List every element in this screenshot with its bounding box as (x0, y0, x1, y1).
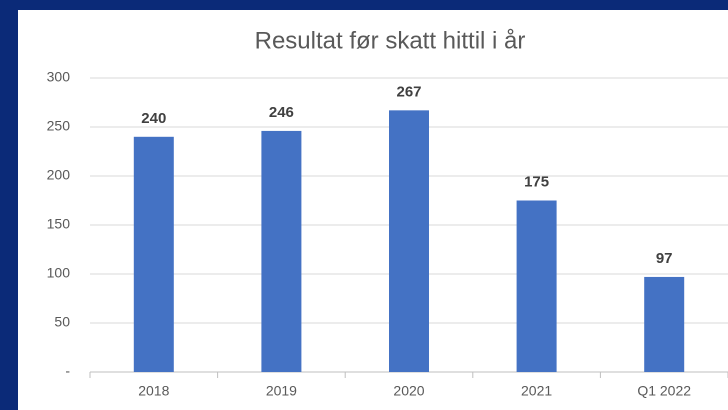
y-tick-label: 50 (54, 314, 70, 330)
y-tick-label: - (65, 363, 70, 379)
y-tick-label: 250 (47, 118, 71, 134)
value-label: 246 (269, 104, 294, 121)
chart-title: Resultat før skatt hittil i år (255, 27, 526, 54)
x-tick-label: Q1 2022 (637, 383, 691, 399)
value-label: 240 (141, 110, 166, 127)
y-tick-label: 300 (47, 69, 71, 85)
x-tick-label: 2020 (393, 383, 424, 399)
bar (644, 276, 685, 372)
bar (261, 130, 302, 372)
y-tick-label: 150 (47, 216, 71, 232)
chart-panel (18, 10, 728, 410)
value-label: 97 (656, 250, 673, 267)
x-tick-label: 2021 (521, 383, 552, 399)
bar (133, 136, 174, 372)
bar (389, 110, 429, 372)
x-tick-label: 2018 (138, 383, 169, 399)
y-tick-label: 200 (47, 167, 71, 183)
bar (516, 200, 557, 372)
y-tick-label: 100 (47, 265, 71, 281)
x-tick-label: 2019 (266, 383, 297, 399)
value-label: 175 (524, 173, 549, 190)
value-label: 267 (396, 83, 421, 100)
